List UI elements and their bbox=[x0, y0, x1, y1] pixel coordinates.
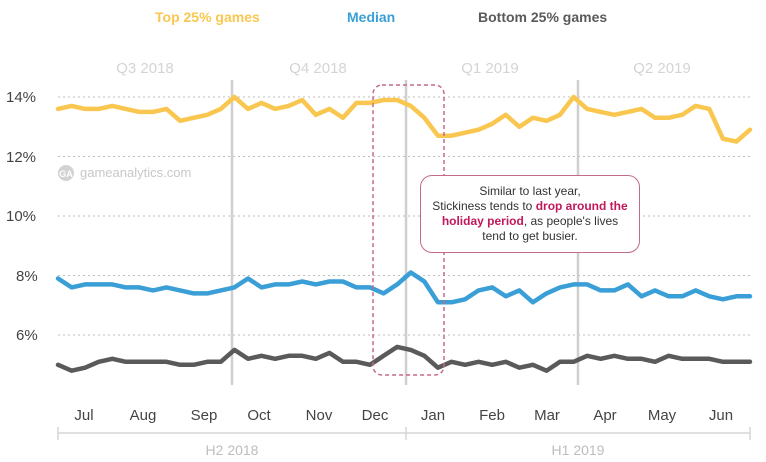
quarter-label: Q4 2018 bbox=[289, 60, 347, 77]
x-tick-label: Aug bbox=[130, 407, 157, 424]
legend: Top 25% games Median Bottom 25% games bbox=[155, 9, 607, 25]
y-tick-label: 14% bbox=[6, 89, 36, 106]
x-tick-label: Jan bbox=[421, 407, 445, 424]
y-tick-label: 6% bbox=[16, 327, 38, 344]
x-tick-label: Jun bbox=[709, 407, 733, 424]
quarter-label: Q2 2019 bbox=[633, 60, 691, 77]
legend-top-25: Top 25% games bbox=[155, 9, 260, 25]
legend-median: Median bbox=[347, 9, 395, 25]
annotation-pre: Stickiness tends to bbox=[432, 199, 536, 213]
y-tick-label: 12% bbox=[6, 149, 36, 166]
annotation-highlight: drop around the holiday period bbox=[441, 199, 628, 228]
gameanalytics-logo-icon bbox=[58, 165, 74, 181]
x-tick-label: Mar bbox=[534, 407, 560, 424]
y-axis: 14% 12% 10% 8% 6% bbox=[6, 89, 38, 344]
annotation-line1: Similar to last year, bbox=[479, 184, 581, 198]
x-tick-label: Sep bbox=[191, 407, 218, 424]
x-tick-label: Oct bbox=[247, 407, 271, 424]
x-tick-label: Dec bbox=[362, 407, 389, 424]
series-line-bottom-25 bbox=[55, 344, 753, 373]
watermark-text: gameanalytics.com bbox=[80, 165, 191, 180]
quarter-labels: Q3 2018 Q4 2018 Q1 2019 Q2 2019 bbox=[116, 60, 691, 77]
gameanalytics-logo-mark: GA bbox=[59, 169, 73, 179]
gridlines bbox=[58, 96, 750, 336]
x-tick-label: May bbox=[648, 407, 677, 424]
half-label: H1 2019 bbox=[552, 442, 605, 458]
quarter-label: Q1 2019 bbox=[461, 60, 519, 77]
series-line-median bbox=[55, 270, 753, 305]
x-axis: Jul Aug Sep Oct Nov Dec Jan Feb Mar Apr May Jun bbox=[74, 407, 733, 424]
series-line-top-25 bbox=[55, 94, 753, 144]
y-tick-label: 8% bbox=[16, 268, 38, 285]
half-label: H2 2018 bbox=[206, 442, 259, 458]
annotation-callout: Similar to last year, Stickiness tends t… bbox=[420, 175, 640, 253]
x-tick-label: Apr bbox=[593, 407, 616, 424]
legend-bottom-25: Bottom 25% games bbox=[478, 9, 607, 25]
half-year-brackets: H2 2018 H1 2019 bbox=[57, 427, 751, 458]
x-tick-label: Jul bbox=[74, 407, 93, 424]
quarter-label: Q3 2018 bbox=[116, 60, 174, 77]
annotation-post: , as people's lives tend to get busier. bbox=[482, 214, 619, 243]
x-tick-label: Nov bbox=[306, 407, 333, 424]
watermark: GA gameanalytics.com bbox=[58, 165, 191, 181]
x-tick-label: Feb bbox=[479, 407, 505, 424]
y-tick-label: 10% bbox=[6, 208, 36, 225]
series-layer bbox=[55, 94, 753, 373]
